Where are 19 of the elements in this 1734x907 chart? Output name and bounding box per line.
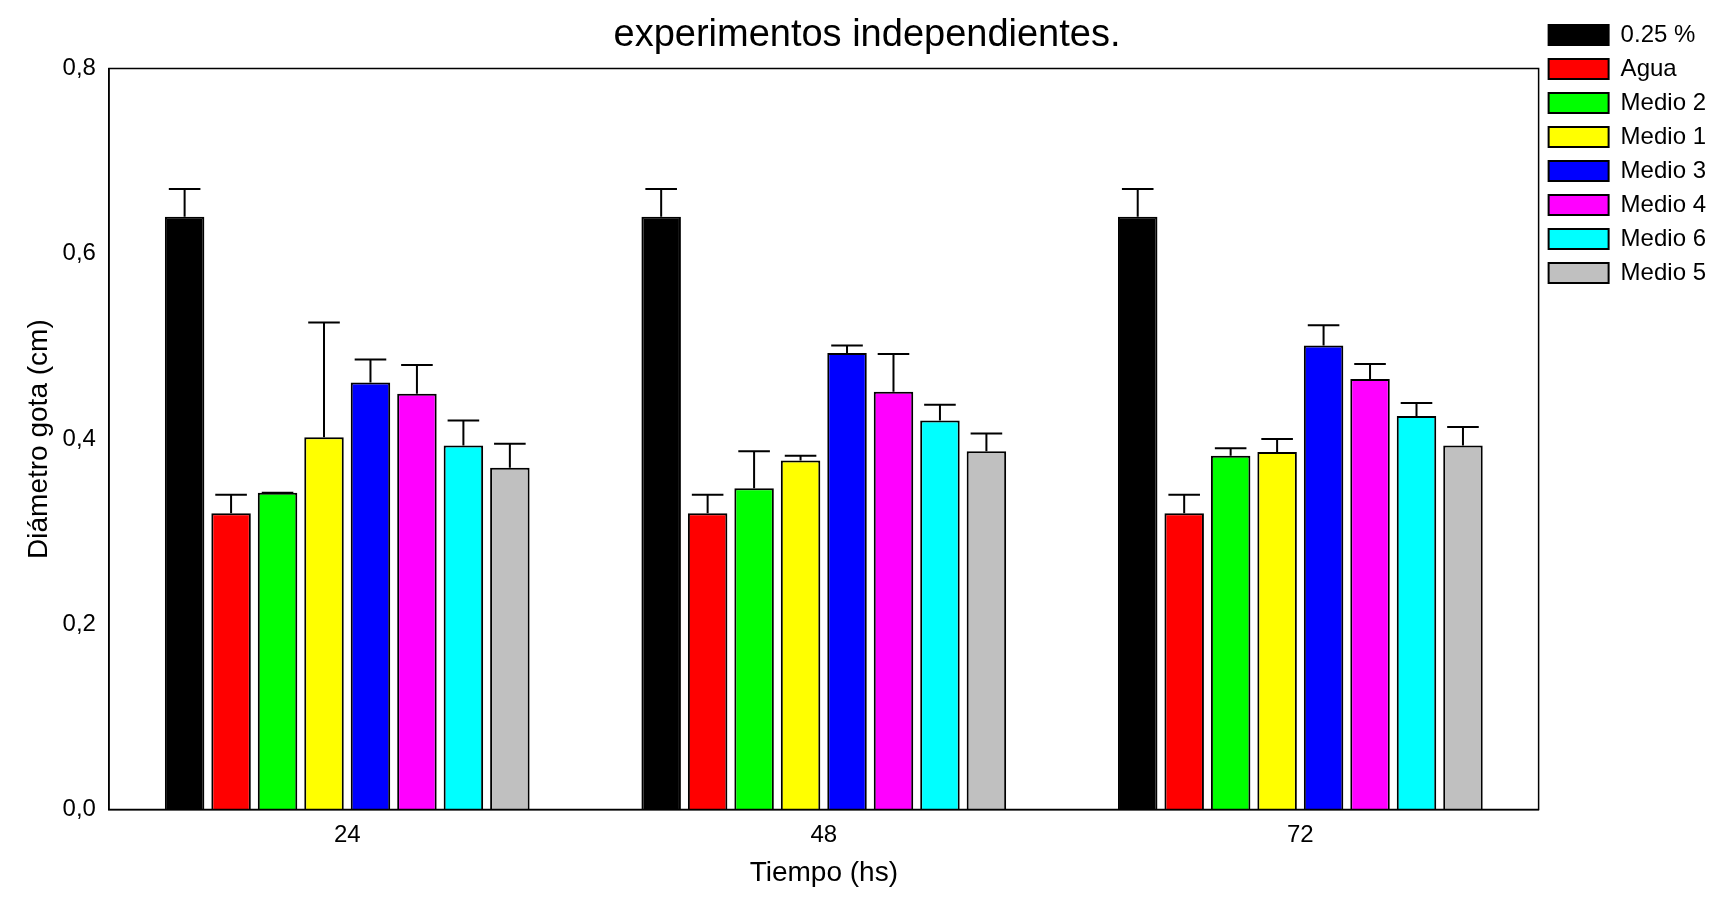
x-tick-label: 72 (1286, 819, 1314, 847)
x-axis-title: Tiempo (hs) (749, 855, 898, 887)
legend-label: Medio 4 (1620, 189, 1707, 217)
y-tick-label: 0,8 (62, 53, 96, 81)
legend-label: Medio 3 (1620, 155, 1707, 183)
y-tick-label: 0,2 (62, 608, 96, 636)
chart-title: experimentos independientes. (613, 12, 1121, 55)
legend-label: Agua (1620, 53, 1678, 81)
legend-label: Medio 5 (1620, 257, 1707, 285)
y-tick-label: 0,0 (62, 794, 96, 822)
x-tick-label: 48 (810, 819, 838, 847)
x-tick-label: 24 (333, 819, 361, 847)
legend-label: Medio 6 (1620, 223, 1707, 251)
legend-label: 0.25 % (1620, 19, 1696, 47)
legend-label: Medio 1 (1620, 121, 1707, 149)
y-tick-label: 0,6 (62, 238, 96, 266)
y-tick-label: 0,4 (62, 423, 96, 451)
legend-label: Medio 2 (1620, 87, 1707, 115)
y-axis-title: Diámetro gota (cm) (21, 319, 53, 559)
